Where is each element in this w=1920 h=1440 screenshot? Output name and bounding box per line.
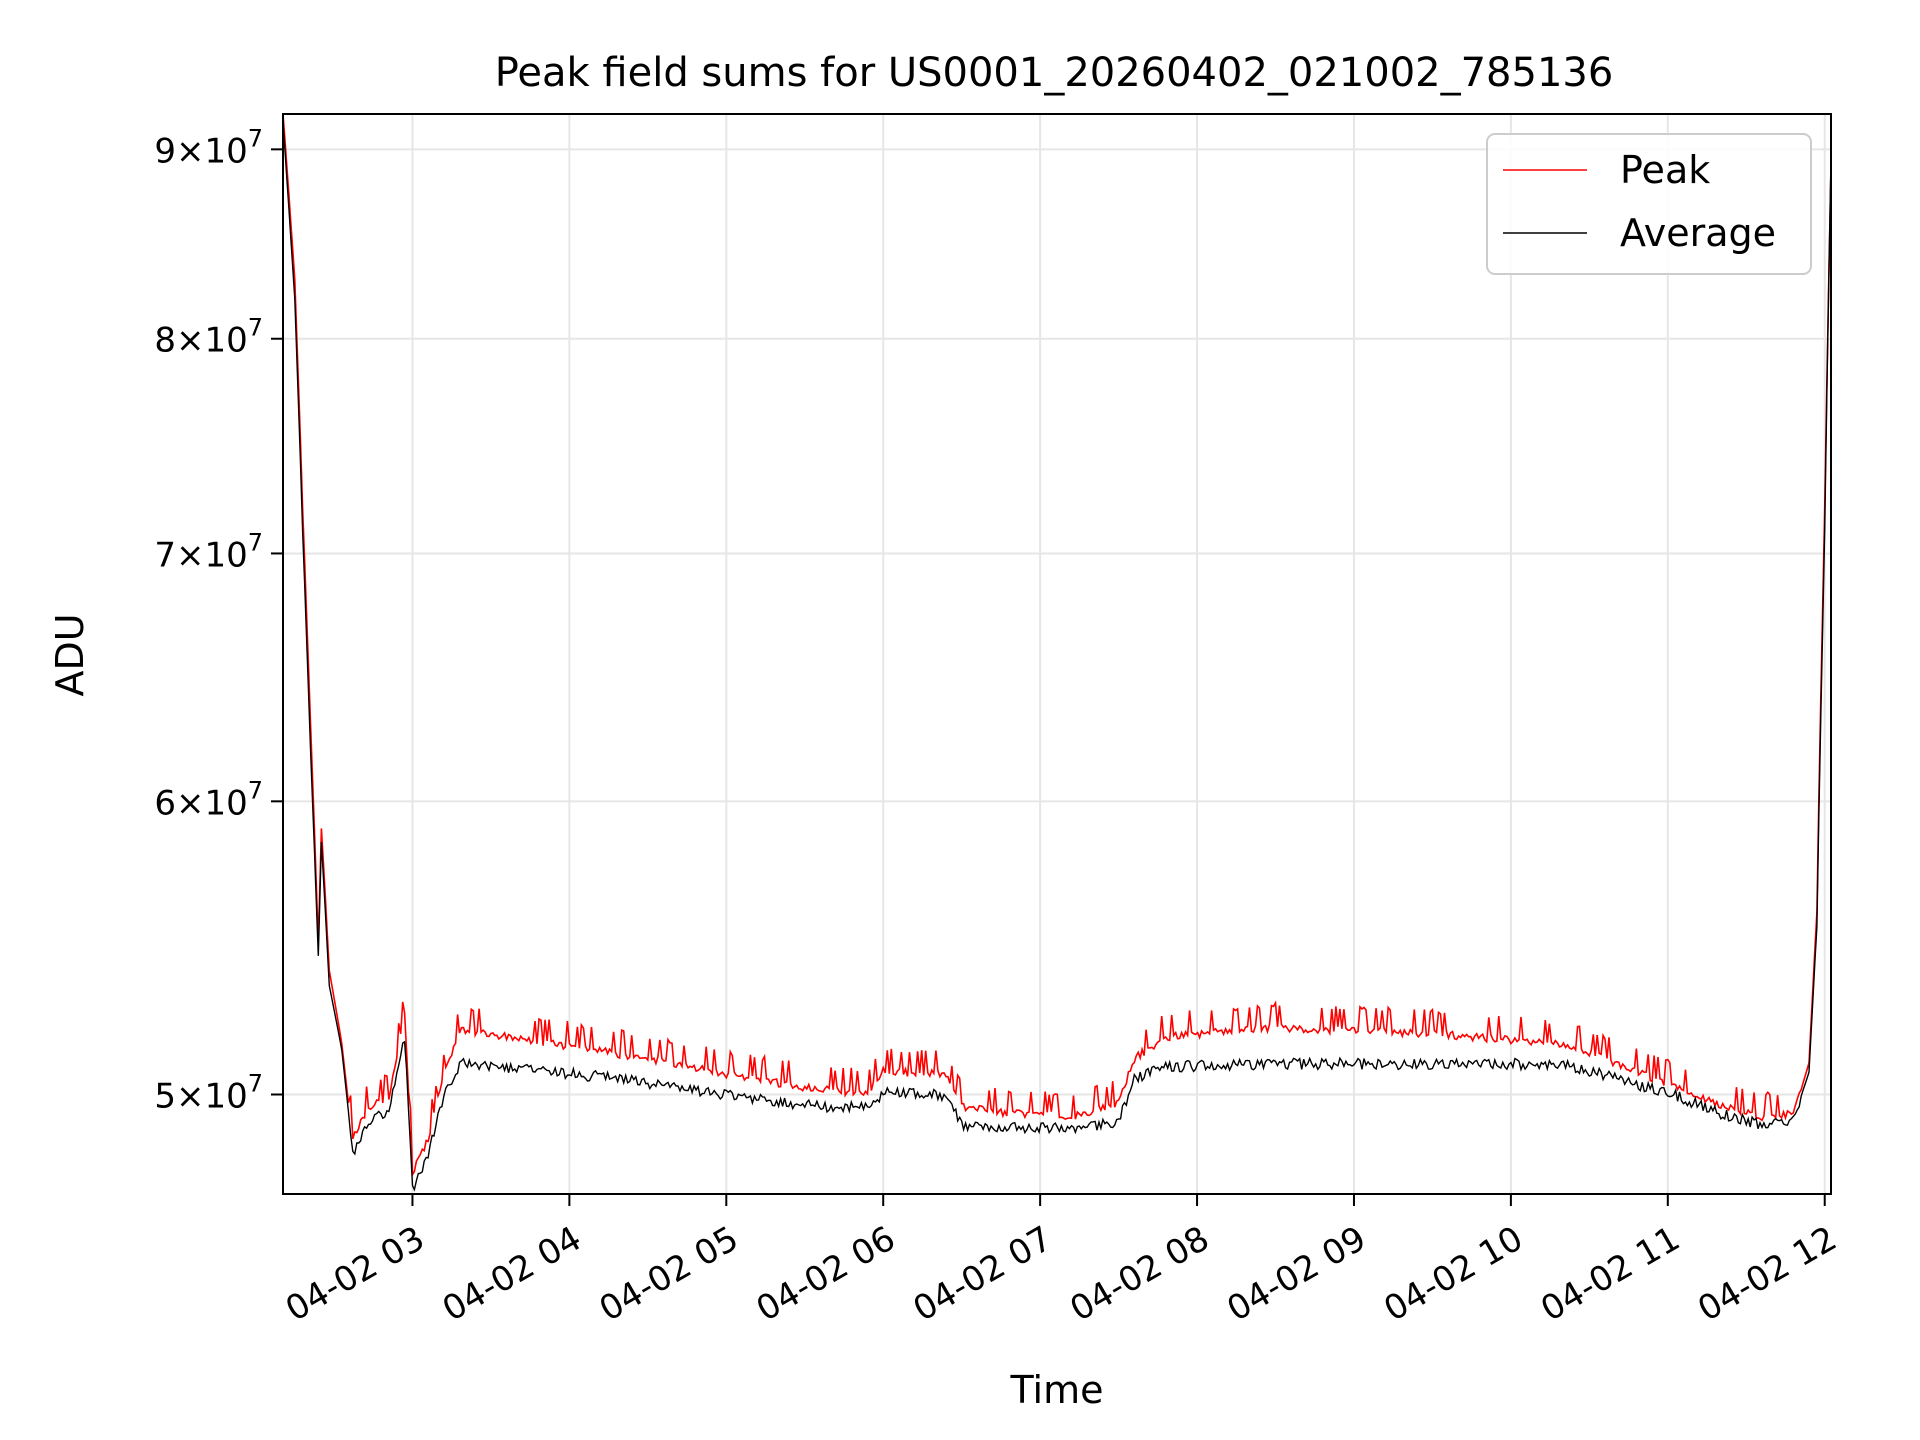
series-line-average — [283, 122, 1831, 1192]
y-tick-label: 7×107 — [154, 528, 263, 575]
chart-title: Peak field sums for US0001_20260402_0210… — [495, 50, 1614, 96]
series-layer — [283, 114, 1831, 1192]
y-tick-label: 5×107 — [154, 1070, 263, 1117]
legend-label-peak: Peak — [1620, 148, 1710, 192]
plot-area — [283, 114, 1831, 1192]
y-axis-label: ADU — [48, 613, 92, 696]
y-tick-label: 8×107 — [154, 314, 263, 361]
plot-frame — [282, 113, 1832, 1195]
y-tick-label: 6×107 — [154, 776, 263, 823]
series-line-peak — [283, 114, 1831, 1178]
legend: Peak Average — [1486, 133, 1812, 275]
legend-box — [1486, 133, 1812, 275]
x-axis-label: Time — [1010, 1368, 1104, 1412]
y-axis: 5×107 6×107 7×107 8×107 9×107 — [154, 124, 283, 1117]
y-tick-label: 9×107 — [154, 124, 263, 171]
legend-label-average: Average — [1620, 211, 1776, 255]
